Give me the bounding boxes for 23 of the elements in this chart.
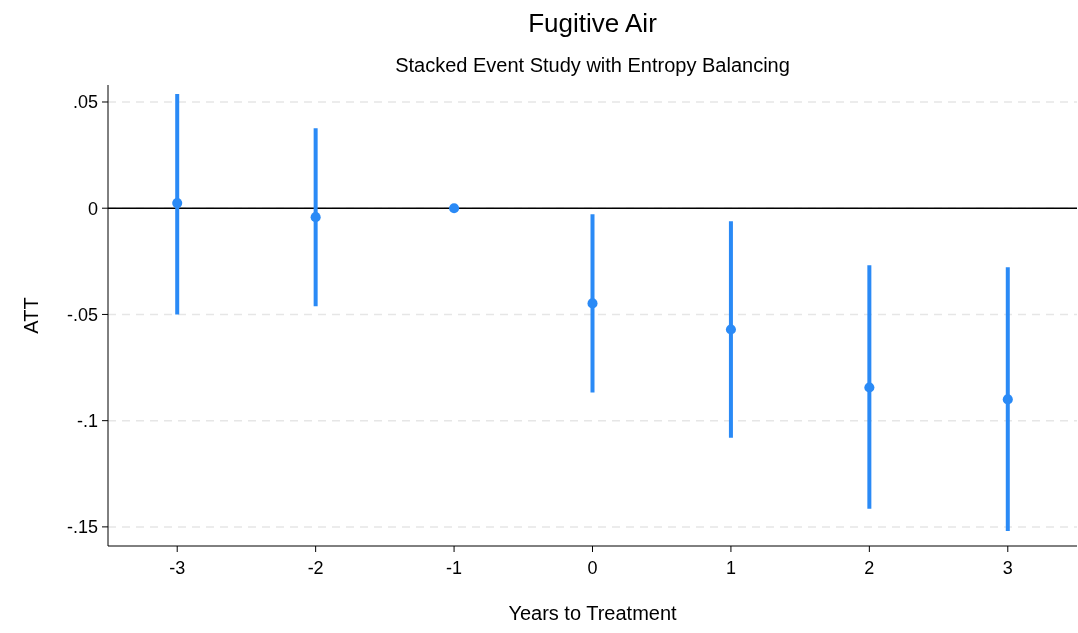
- x-tick-label: 0: [587, 558, 598, 578]
- chart-subtitle: Stacked Event Study with Entropy Balancing: [395, 54, 790, 76]
- point: [310, 212, 321, 223]
- y-tick-label: 0: [87, 198, 98, 219]
- x-tick-label: -3: [169, 558, 186, 578]
- point: [1002, 394, 1013, 405]
- point: [449, 203, 460, 214]
- point: [864, 382, 875, 393]
- x-tick-label: -2: [307, 558, 324, 578]
- y-tick-label: .05: [72, 92, 98, 113]
- chart-title: Fugitive Air: [528, 8, 658, 38]
- x-tick-label: 2: [864, 558, 875, 578]
- point: [587, 298, 598, 309]
- x-tick-label: 1: [725, 558, 736, 578]
- y-tick-label: -.05: [66, 304, 98, 325]
- point: [725, 324, 736, 335]
- y-tick-label: -.1: [76, 410, 98, 431]
- x-axis-title: Years to Treatment: [508, 602, 678, 624]
- x-tick-label: -1: [446, 558, 463, 578]
- x-tick-label: 3: [1002, 558, 1013, 578]
- y-axis-title: ATT: [20, 297, 42, 334]
- y-tick-label: -.15: [66, 517, 98, 538]
- point: [172, 198, 183, 209]
